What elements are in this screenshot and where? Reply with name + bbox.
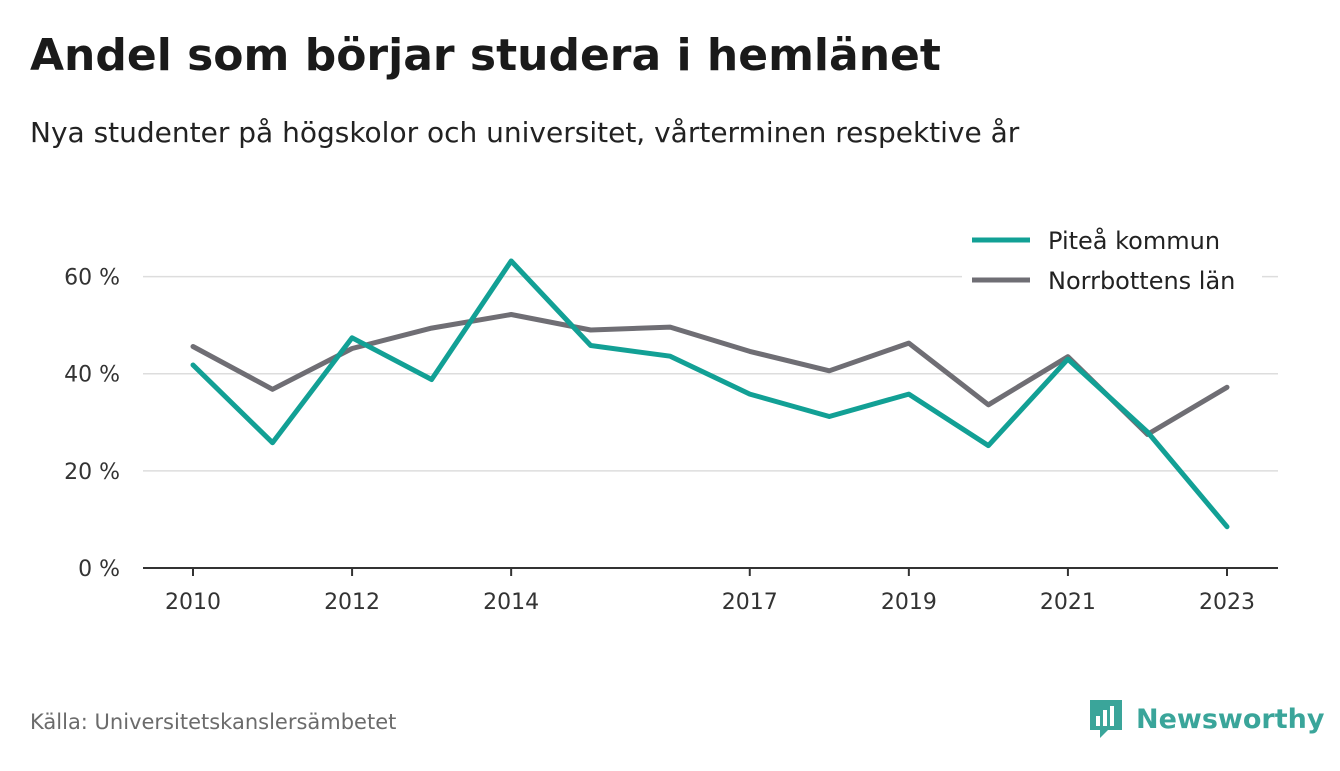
x-axis: 2010 2012 2014 2017 2019 2021 2023 — [143, 567, 1278, 615]
legend-background — [962, 218, 1262, 306]
brand-logo: Newsworthy — [1088, 698, 1324, 740]
series-lines — [190, 258, 1230, 530]
legend-label: Norrbottens län — [1048, 267, 1235, 295]
chart-title: Andel som börjar studera i hemlänet — [30, 30, 941, 81]
series-line-pitea-kommun — [190, 258, 1230, 530]
chart-subtitle: Nya studenter på högskolor och universit… — [30, 116, 1020, 149]
legend: Piteå kommun Norrbottens län — [962, 218, 1262, 306]
brand-name: Newsworthy — [1136, 703, 1325, 735]
x-tick-label: 2010 — [165, 590, 221, 615]
x-tick-label: 2014 — [483, 590, 539, 615]
y-axis-labels: 0 % 20 % 40 % 60 % — [64, 266, 120, 582]
legend-label: Piteå kommun — [1048, 226, 1220, 255]
bar-chart-badge-icon — [1090, 700, 1122, 738]
x-tick-label: 2021 — [1040, 590, 1096, 615]
x-tick-label: 2017 — [722, 590, 778, 615]
x-tick-label: 2019 — [881, 590, 937, 615]
y-tick-label: 0 % — [78, 557, 120, 582]
source-note: Källa: Universitetskanslersämbetet — [30, 710, 397, 734]
x-tick-label: 2023 — [1199, 590, 1255, 615]
y-tick-label: 40 % — [64, 363, 120, 388]
x-tick-label: 2012 — [324, 590, 380, 615]
y-tick-label: 60 % — [64, 266, 120, 291]
y-tick-label: 20 % — [64, 460, 120, 485]
